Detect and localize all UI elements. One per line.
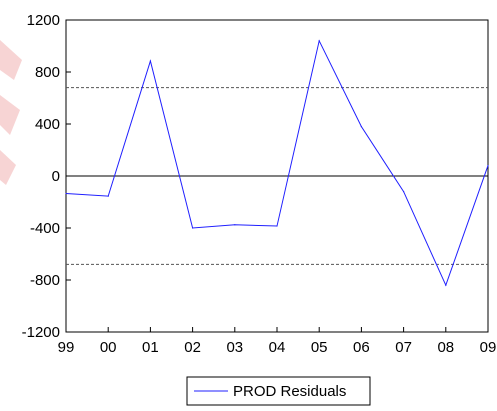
x-tick-label: 06 — [353, 339, 370, 356]
legend-label: PROD Residuals — [233, 383, 346, 400]
x-tick-label: 01 — [142, 339, 159, 356]
x-tick-label: 07 — [395, 339, 412, 356]
data-point — [65, 192, 67, 195]
y-tick-label: -800 — [30, 272, 60, 289]
y-tick-label: 1200 — [27, 12, 60, 29]
x-tick-label: 09 — [480, 339, 497, 356]
y-tick-label: -400 — [30, 220, 60, 237]
x-tick-label: 00 — [100, 339, 117, 356]
y-axis-ticks: -1200 -800 -400 0 400 800 1200 — [22, 12, 71, 341]
y-tick-label: -1200 — [22, 324, 60, 341]
y-tick-label: 400 — [35, 116, 60, 133]
series-line — [65, 39, 489, 287]
data-point — [445, 284, 447, 286]
data-point — [318, 40, 320, 42]
x-tick-label: 03 — [226, 339, 243, 356]
data-point — [403, 191, 405, 193]
x-tick-label: 99 — [58, 339, 75, 356]
watermark-logo — [0, 40, 22, 185]
series-layer — [65, 39, 489, 287]
legend: PROD Residuals — [186, 376, 371, 406]
x-axis-ticks: 99 00 01 02 03 04 05 06 07 08 09 — [58, 327, 497, 356]
data-point — [192, 227, 194, 229]
x-tick-label: 02 — [184, 339, 201, 356]
data-point — [487, 165, 489, 167]
data-point — [234, 224, 236, 226]
data-point — [107, 195, 109, 197]
reference-lines — [66, 87, 488, 265]
data-point — [149, 60, 151, 62]
y-tick-label: 0 — [52, 168, 60, 185]
y-tick-label: 800 — [35, 64, 60, 81]
data-point — [276, 225, 278, 227]
data-point — [360, 126, 362, 128]
x-tick-label: 08 — [437, 339, 454, 356]
x-tick-label: 05 — [311, 339, 328, 356]
x-tick-label: 04 — [269, 339, 286, 356]
